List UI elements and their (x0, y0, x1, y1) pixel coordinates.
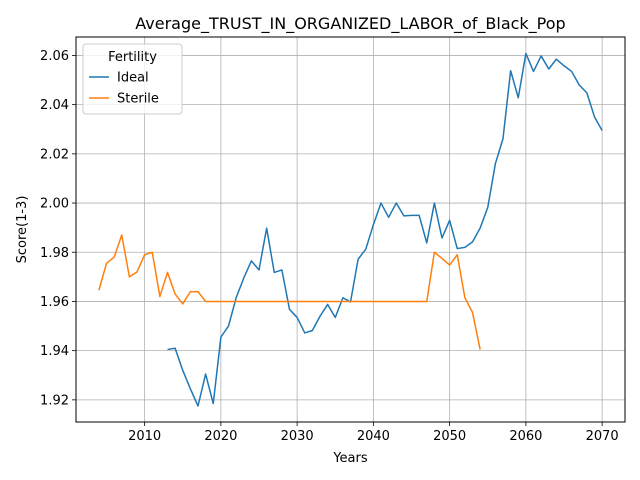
x-axis-label: Years (332, 451, 368, 466)
series-line-ideal (167, 52, 603, 407)
legend-title: Fertility (108, 50, 157, 65)
x-tick-label: 2040 (357, 429, 390, 444)
y-tick-label: 2.00 (40, 197, 69, 212)
y-axis-label: Score(1-3) (15, 196, 30, 264)
legend-label-ideal: Ideal (117, 71, 149, 86)
x-tick-label: 2010 (128, 429, 161, 444)
x-axis-ticks: 2010 2020 2030 2040 2050 2060 2070 (128, 422, 619, 444)
y-tick-label: 1.98 (40, 246, 69, 261)
series-lines (98, 52, 603, 407)
y-tick-label: 1.92 (40, 393, 69, 408)
chart-title: Average_TRUST_IN_ORGANIZED_LABOR_of_Blac… (135, 14, 565, 34)
y-tick-label: 2.02 (40, 147, 69, 162)
y-tick-label: 2.04 (40, 98, 69, 113)
x-tick-label: 2030 (281, 429, 314, 444)
y-axis-ticks: 1.92 1.94 1.96 1.98 2.00 2.02 2.04 2.06 (40, 49, 76, 408)
x-tick-label: 2060 (509, 429, 542, 444)
y-tick-label: 2.06 (40, 49, 69, 64)
legend-label-sterile: Sterile (117, 92, 159, 107)
series-line-sterile (98, 234, 481, 350)
plot-frame (75, 36, 626, 423)
x-tick-label: 2020 (204, 429, 237, 444)
x-tick-label: 2050 (433, 429, 466, 444)
legend-box (82, 43, 183, 115)
legend: Fertility Ideal Sterile (82, 43, 183, 115)
y-tick-label: 1.96 (40, 295, 69, 310)
y-tick-label: 1.94 (40, 344, 69, 359)
x-tick-label: 2070 (586, 429, 619, 444)
